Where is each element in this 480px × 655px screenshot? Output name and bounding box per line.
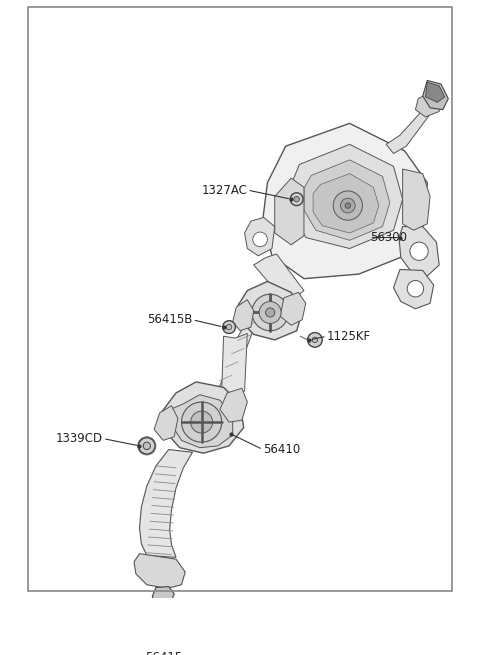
Polygon shape: [403, 169, 430, 231]
Polygon shape: [291, 144, 403, 248]
Circle shape: [407, 280, 424, 297]
Polygon shape: [280, 292, 306, 326]
Circle shape: [252, 294, 288, 331]
Polygon shape: [134, 553, 185, 588]
Polygon shape: [158, 604, 169, 639]
Circle shape: [181, 402, 222, 442]
Polygon shape: [154, 405, 178, 440]
Polygon shape: [140, 449, 192, 557]
Circle shape: [265, 308, 275, 317]
Text: 1327AC: 1327AC: [202, 183, 247, 196]
Circle shape: [226, 324, 232, 330]
Circle shape: [253, 232, 267, 247]
Polygon shape: [275, 178, 304, 245]
Circle shape: [410, 242, 428, 261]
Polygon shape: [238, 282, 302, 340]
Text: 1339CD: 1339CD: [56, 432, 103, 445]
Text: 56300: 56300: [370, 231, 407, 244]
Circle shape: [143, 442, 150, 449]
Polygon shape: [415, 91, 443, 117]
Circle shape: [345, 203, 350, 208]
Text: 1125KF: 1125KF: [327, 329, 371, 343]
Circle shape: [259, 301, 281, 324]
Circle shape: [159, 633, 168, 643]
Polygon shape: [162, 382, 244, 453]
Circle shape: [223, 321, 235, 333]
Polygon shape: [313, 174, 379, 233]
Polygon shape: [386, 96, 441, 153]
Circle shape: [340, 198, 355, 213]
Circle shape: [312, 337, 318, 343]
Polygon shape: [423, 81, 448, 109]
Polygon shape: [304, 160, 390, 240]
Polygon shape: [394, 269, 434, 309]
Circle shape: [333, 191, 362, 220]
Circle shape: [308, 333, 322, 347]
Polygon shape: [254, 254, 304, 300]
Text: 56415B: 56415B: [147, 313, 192, 326]
Polygon shape: [152, 587, 174, 604]
Polygon shape: [399, 227, 439, 276]
Circle shape: [290, 193, 303, 206]
Polygon shape: [425, 83, 444, 102]
Polygon shape: [222, 333, 247, 395]
Text: 56410: 56410: [263, 443, 300, 456]
Text: 56415: 56415: [144, 651, 182, 655]
Polygon shape: [263, 123, 427, 278]
Polygon shape: [220, 388, 247, 422]
Polygon shape: [233, 300, 254, 331]
Polygon shape: [170, 395, 233, 448]
Polygon shape: [245, 217, 275, 256]
Circle shape: [191, 411, 213, 433]
Circle shape: [294, 196, 300, 202]
Polygon shape: [216, 322, 256, 400]
Circle shape: [139, 438, 155, 454]
